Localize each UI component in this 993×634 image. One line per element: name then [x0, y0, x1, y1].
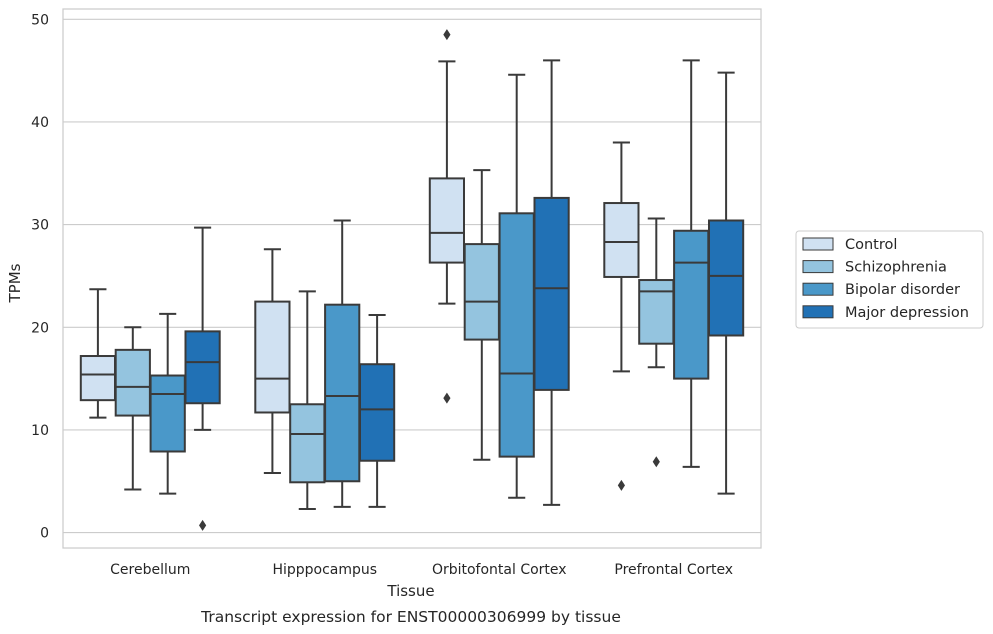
box-control: [254, 248, 291, 475]
x-axis-ticks: Cerebellum Hipppocampus Orbitofontal Corte…: [110, 562, 733, 578]
x-tick-label: Hipppocampus: [272, 562, 377, 578]
box-body: [533, 196, 570, 391]
x-tick-label: Orbitofontal Cortex: [432, 562, 567, 578]
box-bipolar-disorder: [324, 219, 361, 508]
box-major-depression: [184, 226, 221, 531]
box-major-depression: [533, 59, 570, 506]
x-axis-label: Tissue: [386, 582, 434, 600]
legend-swatch: [802, 282, 834, 296]
box-major-depression: [707, 71, 745, 495]
box-schizophrenia: [289, 290, 326, 510]
box-bipolar-disorder: [498, 73, 535, 499]
box-schizophrenia: [638, 217, 675, 468]
box-body: [149, 374, 186, 453]
legend: Control Schizophrenia Bipolar disorder Majo…: [795, 230, 984, 329]
box-body: [79, 355, 117, 402]
chart-caption: Transcript expression for ENST0000030699…: [200, 608, 621, 626]
y-tick-label: 0: [40, 526, 49, 542]
box-body: [463, 243, 500, 341]
legend-label: Control: [845, 237, 897, 253]
box-body: [184, 330, 221, 405]
box-control: [428, 29, 466, 404]
y-axis-ticks: 0 10 20 30 40 50: [31, 12, 49, 541]
outlier-point: [617, 479, 625, 491]
legend-label: Schizophrenia: [845, 260, 947, 276]
legend-label: Major depression: [845, 305, 969, 321]
y-tick-label: 20: [31, 320, 49, 336]
box-body: [254, 300, 291, 414]
y-tick-label: 40: [31, 115, 49, 131]
legend-swatch: [802, 237, 834, 251]
legend-label: Bipolar disorder: [845, 282, 960, 298]
y-tick-label: 10: [31, 423, 49, 439]
legend-swatch: [802, 305, 834, 319]
legend-frame: [795, 230, 984, 329]
box-body: [358, 363, 396, 462]
outlier-point: [443, 392, 451, 404]
y-tick-label: 50: [31, 12, 49, 28]
box-body: [324, 303, 361, 483]
box-schizophrenia: [463, 169, 500, 461]
box-bipolar-disorder: [149, 312, 186, 495]
box-body: [289, 403, 326, 484]
x-tick-label: Prefrontal Cortex: [614, 562, 733, 578]
x-tick-label: Cerebellum: [110, 562, 190, 578]
box-body: [638, 279, 675, 345]
outlier-point: [652, 456, 660, 468]
plot-frame: [62, 8, 762, 549]
box-control: [79, 288, 117, 419]
box-body: [603, 202, 640, 278]
box-groups: [79, 29, 745, 531]
y-axis-label: TPMs: [6, 263, 24, 303]
outlier-point: [443, 29, 451, 41]
box-major-depression: [358, 313, 396, 508]
box-schizophrenia: [114, 326, 151, 491]
box-body: [707, 219, 745, 337]
outlier-point: [199, 519, 207, 531]
y-tick-label: 30: [31, 218, 49, 234]
box-body: [428, 177, 466, 264]
box-control: [603, 141, 640, 491]
box-body: [114, 348, 151, 417]
box-body: [498, 212, 535, 458]
box-body: [673, 229, 710, 380]
legend-swatch: [802, 260, 834, 274]
box-bipolar-disorder: [673, 59, 710, 468]
